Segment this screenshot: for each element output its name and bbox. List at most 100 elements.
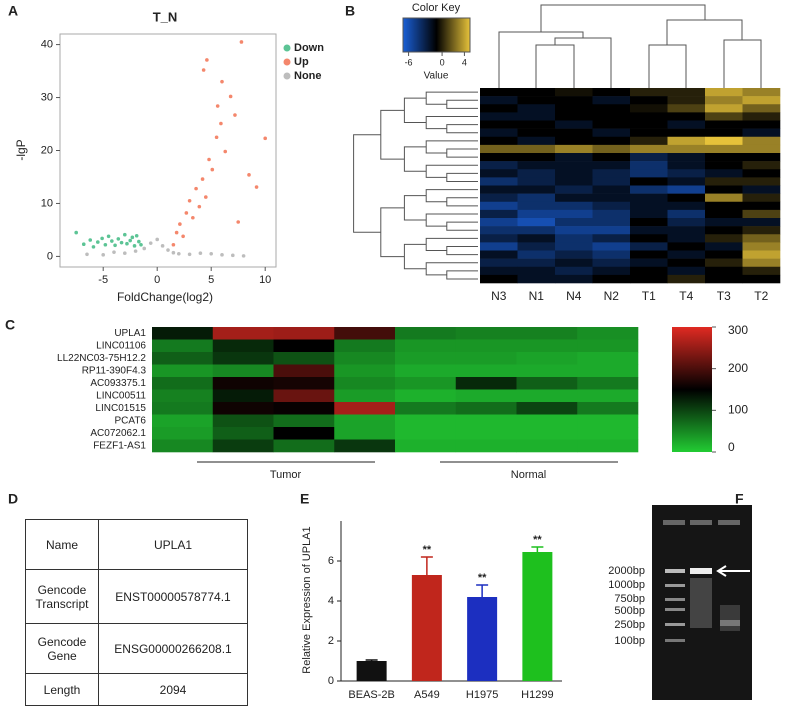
heatmap-cell (630, 161, 668, 170)
panel-label: D (8, 491, 18, 507)
data-point (219, 121, 223, 126)
data-point (119, 240, 124, 245)
heatmap-cell (555, 201, 593, 211)
group-label: Normal (511, 469, 546, 481)
heatmap-cell (630, 234, 668, 243)
data-point (247, 173, 251, 177)
heatmap-cell (273, 352, 335, 365)
heatmap-cell (212, 327, 274, 340)
heatmap-cell (555, 136, 593, 146)
row-dendrogram (446, 245, 478, 256)
significance: ** (533, 534, 542, 546)
heatmap-cell (273, 389, 335, 403)
heatmap-cell (152, 439, 214, 453)
heatmap-cell (212, 352, 274, 365)
data-point (204, 195, 208, 199)
bar (411, 575, 442, 681)
row-label: RP11-390F4.3 (82, 365, 147, 376)
data-point (210, 167, 215, 172)
heatmap-cell (517, 242, 556, 251)
data-point (112, 250, 116, 254)
heatmap-cell (592, 209, 631, 219)
heatmap-cell (334, 377, 396, 390)
heatmap-cell (516, 352, 578, 365)
heatmap-cell (592, 96, 631, 105)
table-cell: Name (25, 519, 99, 570)
heatmap-cell (705, 88, 743, 97)
heatmap-cell (480, 169, 518, 178)
data-point (137, 239, 141, 244)
heatmap-cell (517, 234, 556, 243)
heatmap-cell (592, 193, 631, 203)
heatmap-cell (212, 427, 274, 440)
heatmap-cell (212, 389, 274, 403)
heatmap-cell (334, 327, 396, 340)
heatmap-cell (667, 136, 706, 146)
heatmap-cell (742, 161, 781, 170)
x-tick-label: -5 (98, 274, 108, 286)
data-point (184, 211, 189, 215)
heatmap-cell (152, 389, 214, 403)
heatmap-cell (630, 266, 668, 276)
row-dendrogram (446, 148, 478, 158)
row-dendrogram (425, 91, 478, 105)
heatmap-cell (630, 242, 668, 251)
heatmap-cell (555, 112, 593, 121)
heatmap-cell (742, 112, 781, 121)
heatmap-cell (742, 96, 781, 105)
row-dendrogram (353, 134, 381, 233)
data-point (171, 250, 176, 255)
heatmap-cell (480, 153, 518, 162)
data-point (100, 236, 104, 241)
heatmap-cell (705, 104, 743, 113)
key-tick-label: 300 (728, 323, 748, 337)
heatmap-cell (517, 136, 556, 146)
row-dendrogram (425, 115, 478, 130)
heatmap-cell (555, 209, 593, 219)
row-label: LINC00511 (96, 390, 146, 401)
heatmap-cell (455, 414, 517, 428)
heatmap-cell (742, 209, 781, 219)
heatmap-cell (630, 88, 668, 97)
heatmap-cell (517, 185, 556, 194)
significance: ** (423, 544, 432, 556)
data-point (231, 253, 235, 258)
heatmap-cell (630, 218, 668, 227)
heatmap-cell (273, 414, 335, 428)
heatmap-cell (667, 185, 706, 194)
data-point (123, 251, 127, 256)
data-point (181, 234, 185, 239)
data-point (205, 58, 209, 62)
table-row: Gencode Transcript ENST00000578774.1 (25, 569, 248, 624)
data-point (197, 204, 202, 209)
data-point (133, 249, 138, 253)
group-label: Tumor (270, 469, 302, 481)
heatmap-cell (455, 364, 517, 378)
heatmap-cell (455, 327, 517, 340)
heatmap-cell (742, 144, 781, 154)
heatmap-cell (555, 242, 593, 251)
heatmap-cell (705, 218, 743, 227)
heatmap-cell (480, 209, 518, 219)
heatmap-cell (742, 88, 781, 97)
heatmap-cell (334, 352, 396, 365)
heatmap-cell (630, 185, 668, 194)
table-row: Name UPLA1 (25, 519, 248, 570)
column-label: N4 (566, 289, 582, 303)
heatmap-cell (705, 153, 743, 162)
heatmap-cell (517, 266, 556, 276)
heatmap-cell (742, 266, 781, 276)
heatmap-cell (395, 402, 457, 415)
heatmap-cell (480, 144, 518, 154)
heatmap-cell (517, 226, 556, 235)
data-point (207, 157, 211, 162)
heatmap-cell (555, 274, 593, 284)
heatmap-cell (742, 120, 781, 129)
heatmap-cell (592, 112, 631, 121)
legend-label: None (294, 70, 322, 82)
error-bar (476, 584, 489, 597)
row-dendrogram (425, 237, 478, 251)
heatmap-cell (480, 258, 518, 268)
heatmap-cell (742, 193, 781, 203)
heatmap-cell (705, 161, 743, 170)
